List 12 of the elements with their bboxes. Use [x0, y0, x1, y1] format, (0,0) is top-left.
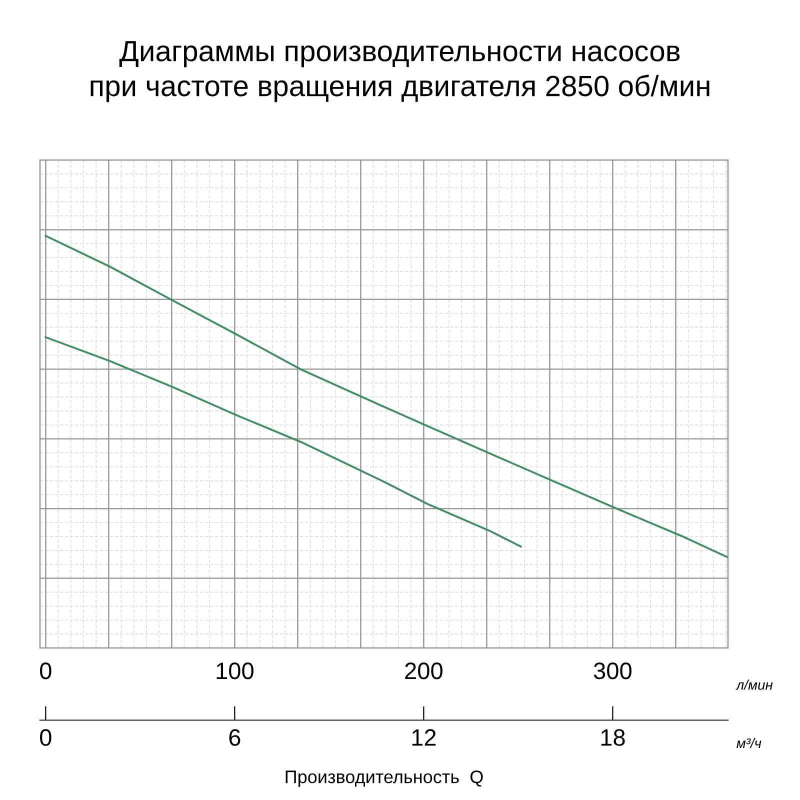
- x2-tick-label: 12: [412, 729, 436, 746]
- x2-tick-label: 6: [229, 729, 240, 746]
- x2-tick-label: 0: [40, 729, 52, 746]
- x-tick-label: 300: [594, 662, 632, 680]
- x-axis-title: Производительность Q: [286, 770, 483, 787]
- x2-tick-label: 18: [601, 729, 625, 746]
- text: м³/ч: [736, 738, 762, 748]
- x-tick-label: 200: [405, 662, 442, 680]
- x-tick-label: 0: [40, 662, 52, 680]
- text: л/мин: [736, 680, 773, 690]
- chart-title: Диаграммы производительности насосов при частоте вращения двигателя 2850 об/мин: [90, 41, 710, 102]
- x-tick-label: 100: [216, 662, 254, 680]
